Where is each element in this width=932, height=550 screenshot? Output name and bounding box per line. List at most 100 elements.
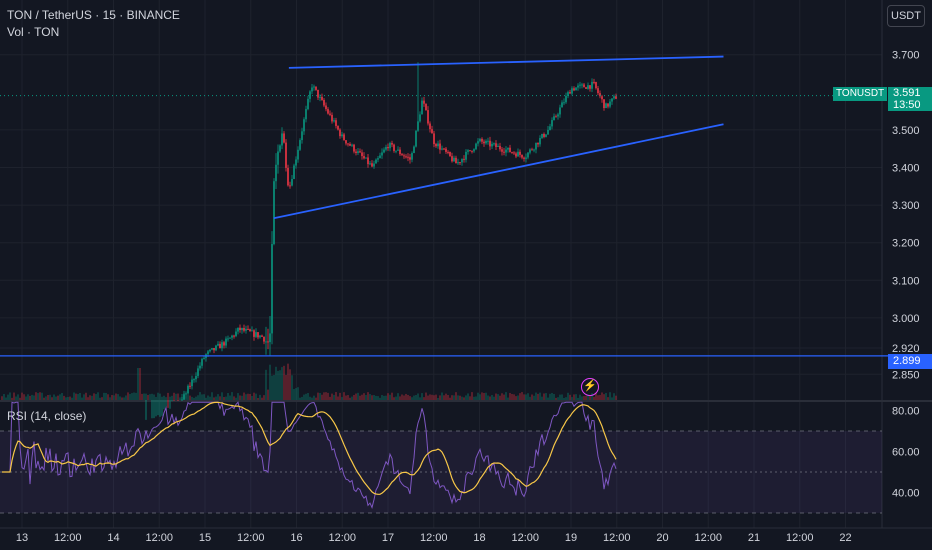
- candle-body: [243, 328, 245, 331]
- volume-bar: [343, 392, 345, 400]
- volume-bar: [489, 396, 491, 400]
- candle-body: [585, 87, 587, 89]
- volume-bar: [117, 394, 119, 400]
- candle-body: [331, 114, 333, 122]
- candle-body: [343, 134, 345, 141]
- volume-bar: [459, 395, 461, 400]
- candle-body: [227, 338, 229, 340]
- volume-bar: [171, 395, 173, 400]
- candle-body: [599, 93, 601, 97]
- candle-body: [207, 351, 209, 355]
- candle-body: [549, 126, 551, 130]
- volume-bar: [253, 392, 255, 400]
- candle-body: [293, 165, 295, 179]
- rsi-line: [2, 401, 617, 510]
- volume-bar: [509, 392, 511, 400]
- volume-bar: [3, 394, 5, 400]
- candle-body: [363, 156, 365, 159]
- candle-body: [477, 141, 479, 144]
- candle-body: [481, 138, 483, 142]
- price-tick-label: 3.000: [892, 313, 920, 325]
- volume-bar: [339, 392, 341, 400]
- candle-body: [587, 85, 589, 89]
- volume-bar: [231, 392, 233, 400]
- volume-bar: [25, 396, 27, 400]
- volume-bar: [123, 397, 125, 400]
- candle-body: [345, 140, 347, 144]
- candle-body: [603, 99, 605, 109]
- volume-bar: [221, 392, 223, 400]
- volume-bar: [207, 395, 209, 400]
- candle-body: [253, 330, 255, 337]
- volume-bar: [33, 395, 35, 400]
- volume-bar: [501, 393, 503, 400]
- volume-bar: [99, 397, 101, 400]
- volume-bar: [447, 395, 449, 400]
- volume-bar: [513, 394, 515, 400]
- time-axis-label: 12:00: [511, 532, 539, 544]
- volume-bar: [439, 395, 441, 400]
- volume-bar: [397, 393, 399, 400]
- candle-body: [497, 145, 499, 147]
- candle-body: [433, 133, 435, 145]
- volume-bar: [121, 397, 123, 400]
- volume-bar: [173, 392, 175, 400]
- volume-bar: [17, 394, 19, 400]
- candle-body: [265, 341, 267, 343]
- candle-body: [357, 151, 359, 154]
- candle-body: [417, 121, 419, 131]
- volume-bar: [275, 366, 277, 400]
- volume-bar: [365, 395, 367, 400]
- volume-bar: [137, 368, 139, 400]
- volume-bar: [181, 393, 183, 400]
- candle-body: [273, 181, 275, 245]
- volume-bar: [329, 396, 331, 400]
- volume-bar: [1, 396, 3, 400]
- volume-bar: [517, 395, 519, 400]
- rsi-legend[interactable]: RSI (14, close): [7, 409, 87, 423]
- volume-bar: [461, 396, 463, 400]
- rsi-tick-label: 80.00: [892, 406, 920, 418]
- symbol-legend[interactable]: TON / TetherUS · 15 · BINANCE: [7, 8, 180, 22]
- volume-bar: [345, 395, 347, 400]
- volume-bar: [395, 396, 397, 400]
- candle-body: [281, 133, 283, 146]
- candle-body: [553, 116, 555, 121]
- candle-body: [305, 109, 307, 120]
- volume-bar: [417, 393, 419, 400]
- candle-body: [493, 143, 495, 145]
- volume-bar: [139, 368, 141, 400]
- candle-body: [427, 110, 429, 124]
- price-tick-label: 3.200: [892, 238, 920, 250]
- volume-bar: [445, 393, 447, 400]
- volume-bar: [317, 392, 319, 400]
- volume-bar: [607, 397, 609, 400]
- candle-body: [353, 144, 355, 152]
- currency-button[interactable]: USDT: [887, 5, 925, 27]
- candle-body: [359, 151, 361, 153]
- volume-bar: [561, 394, 563, 400]
- time-axis-label: 17: [382, 532, 394, 544]
- volume-bar: [533, 395, 535, 400]
- volume-bar: [193, 397, 195, 400]
- volume-bar: [401, 394, 403, 400]
- lightning-icon[interactable]: ⚡: [581, 378, 599, 396]
- candle-body: [547, 129, 549, 135]
- volume-bar: [283, 365, 285, 400]
- volume-bar: [483, 393, 485, 400]
- volume-bar: [85, 392, 87, 400]
- candle-body: [307, 98, 309, 110]
- candle-body: [235, 331, 237, 337]
- candle-body: [509, 147, 511, 153]
- volume-bar: [541, 396, 543, 400]
- candle-body: [609, 101, 611, 107]
- candle-body: [193, 379, 195, 381]
- volume-legend[interactable]: Vol · TON: [7, 25, 60, 39]
- volume-bar: [81, 397, 83, 400]
- volume-bar: [55, 396, 57, 400]
- candle-body: [575, 87, 577, 91]
- candle-body: [195, 375, 197, 380]
- volume-bar: [363, 393, 365, 400]
